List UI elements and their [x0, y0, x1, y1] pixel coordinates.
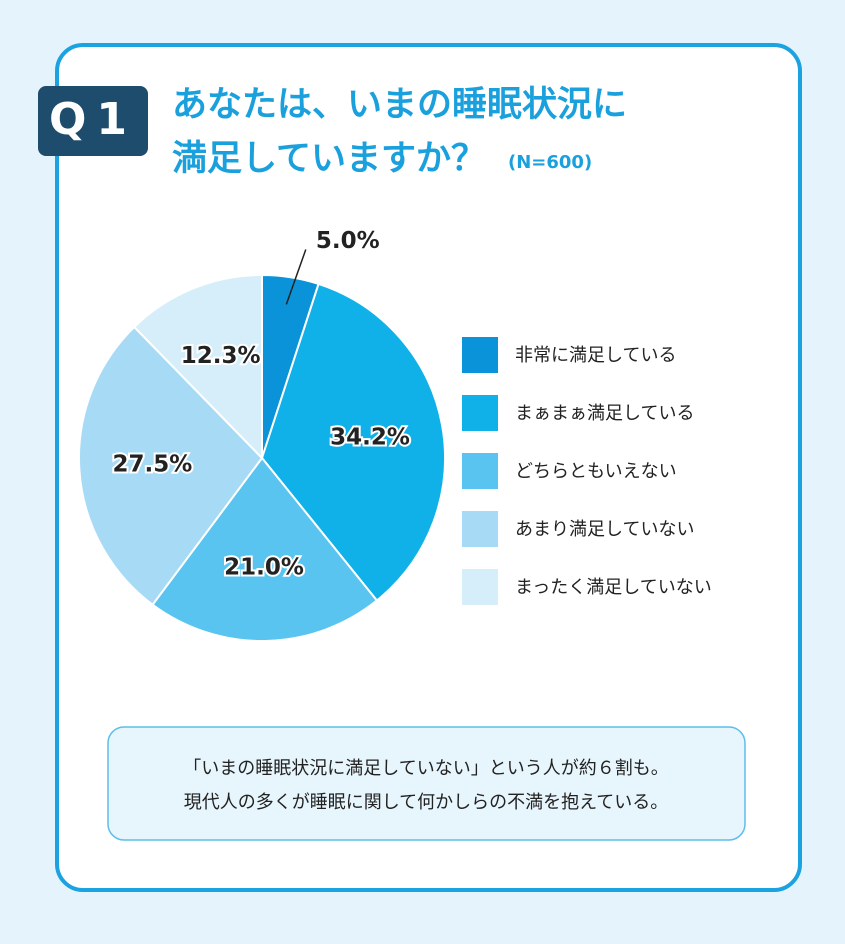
legend-swatch: [462, 395, 498, 431]
legend-swatch: [462, 337, 498, 373]
data-label: 21.0%: [224, 554, 304, 580]
legend-label: どちらともいえない: [515, 461, 677, 482]
data-label: 27.5%: [113, 452, 193, 478]
leader-line: [285, 249, 307, 305]
title: 満足していますか？: [172, 139, 486, 179]
legend-label: あまり満足していない: [515, 519, 694, 540]
legend-swatch: [462, 511, 498, 547]
legend-label: まったく満足していない: [515, 577, 712, 598]
data-label: 5.0%: [316, 228, 380, 254]
pie-slice: [151, 456, 379, 642]
badge-text: Q1: [49, 94, 137, 145]
legend-label: まぁまぁ満足している: [515, 403, 694, 424]
badge: [38, 86, 148, 156]
note: 現代人の多くが睡眠に関して何かしらの不満を抱えている。: [184, 792, 669, 813]
subtitle: (N=600): [508, 152, 592, 173]
legend-swatch: [462, 569, 498, 605]
data-label: 12.3%: [181, 343, 261, 369]
legend-label: 非常に満足している: [515, 345, 676, 366]
data-label: 34.2%: [330, 425, 410, 451]
title: あなたは、いまの睡眠状況に: [172, 85, 627, 125]
note: 「いまの睡眠状況に満足していない」という人が約６割も。: [183, 758, 668, 779]
pie-slice: [132, 273, 263, 461]
pie-slice: [78, 325, 264, 607]
pie-slice: [260, 282, 446, 602]
legend-swatch: [462, 453, 498, 489]
note-box: [107, 726, 746, 841]
